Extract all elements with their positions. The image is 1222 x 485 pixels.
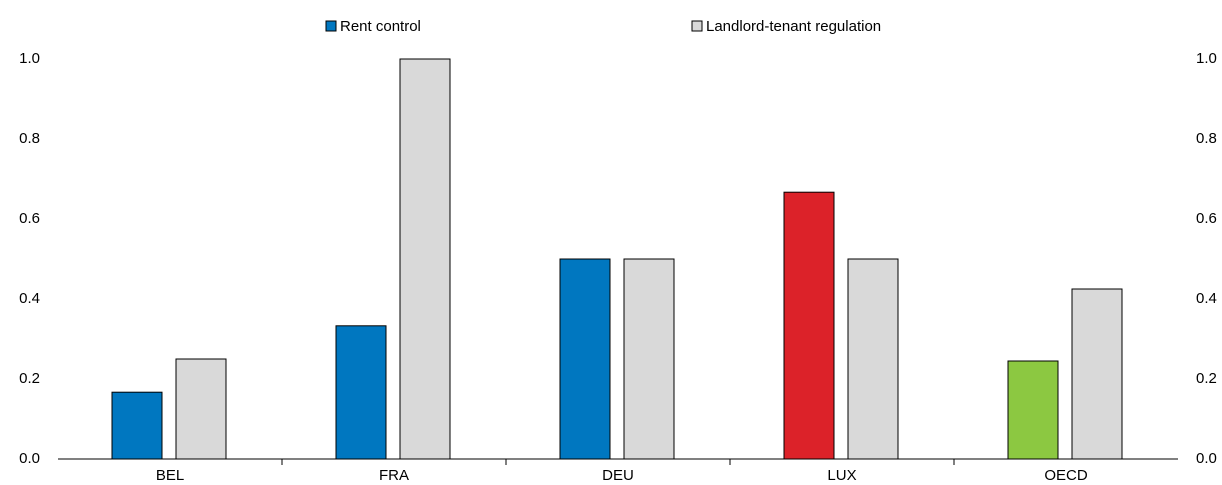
- y2-tick-label: 0.0: [1196, 450, 1217, 467]
- y2-tick-label: 0.4: [1196, 290, 1217, 307]
- bar: [847, 258, 899, 460]
- bar: [783, 191, 835, 460]
- bar: [559, 258, 611, 460]
- y-tick-label: 0.8: [19, 130, 40, 147]
- bar: [1007, 360, 1059, 460]
- bar: [1071, 288, 1123, 460]
- y-tick-label: 0.0: [19, 450, 40, 467]
- y2-tick-label: 1.0: [1196, 50, 1217, 67]
- x-tick-label: OECD: [1044, 467, 1088, 484]
- bar: [335, 325, 387, 460]
- legend-label: Landlord-tenant regulation: [706, 18, 881, 35]
- y-tick-label: 0.4: [19, 290, 40, 307]
- x-tick-label: BEL: [156, 467, 184, 484]
- y-tick-label: 0.6: [19, 210, 40, 227]
- y2-tick-label: 0.2: [1196, 370, 1217, 387]
- bar: [111, 391, 163, 460]
- x-tick-label: LUX: [827, 467, 856, 484]
- bar: [623, 258, 675, 460]
- y-tick-label: 1.0: [19, 50, 40, 67]
- x-tick-label: FRA: [379, 467, 409, 484]
- legend-swatch: [325, 20, 337, 32]
- y2-tick-label: 0.8: [1196, 130, 1217, 147]
- legend-swatch: [691, 20, 703, 32]
- bar: [399, 58, 451, 460]
- legend-label: Rent control: [340, 18, 421, 35]
- y-tick-label: 0.2: [19, 370, 40, 387]
- bar: [175, 358, 227, 460]
- y2-tick-label: 0.6: [1196, 210, 1217, 227]
- x-tick-label: DEU: [602, 467, 634, 484]
